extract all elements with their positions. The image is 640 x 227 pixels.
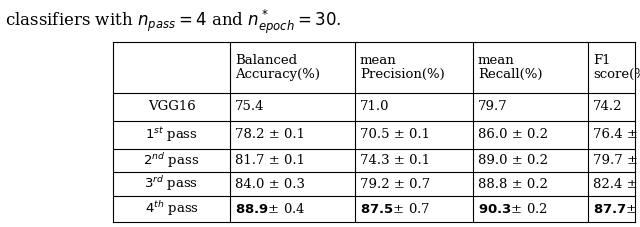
Text: $2^{nd}$ pass: $2^{nd}$ pass bbox=[143, 151, 200, 170]
Text: Accuracy(%): Accuracy(%) bbox=[235, 68, 320, 81]
Text: 70.5 ± 0.1: 70.5 ± 0.1 bbox=[360, 128, 430, 141]
Text: 74.3 ± 0.1: 74.3 ± 0.1 bbox=[360, 154, 430, 167]
Text: $4^{th}$ pass: $4^{th}$ pass bbox=[145, 200, 198, 218]
Text: VGG16: VGG16 bbox=[148, 101, 195, 114]
Text: score(%): score(%) bbox=[593, 68, 640, 81]
Text: 79.7 ± 0.1: 79.7 ± 0.1 bbox=[593, 154, 640, 167]
Text: 86.0 ± 0.2: 86.0 ± 0.2 bbox=[478, 128, 548, 141]
Text: F1: F1 bbox=[593, 54, 611, 67]
Text: Recall(%): Recall(%) bbox=[478, 68, 543, 81]
Text: Balanced: Balanced bbox=[235, 54, 297, 67]
Text: 76.4 ± 0.1: 76.4 ± 0.1 bbox=[593, 128, 640, 141]
Text: $\mathbf{87.7}$± 0.4: $\mathbf{87.7}$± 0.4 bbox=[593, 202, 640, 216]
Text: mean: mean bbox=[360, 54, 397, 67]
Text: 74.2: 74.2 bbox=[593, 101, 623, 114]
Text: 79.2 ± 0.7: 79.2 ± 0.7 bbox=[360, 178, 430, 190]
Text: mean: mean bbox=[478, 54, 515, 67]
Text: 88.8 ± 0.2: 88.8 ± 0.2 bbox=[478, 178, 548, 190]
Text: Precision(%): Precision(%) bbox=[360, 68, 445, 81]
Text: 81.7 ± 0.1: 81.7 ± 0.1 bbox=[235, 154, 305, 167]
Text: 79.7: 79.7 bbox=[478, 101, 508, 114]
Text: classifiers with $n_{pass} = 4$ and $n^*_{epoch} = 30$.: classifiers with $n_{pass} = 4$ and $n^*… bbox=[5, 8, 342, 36]
Text: $1^{st}$ pass: $1^{st}$ pass bbox=[145, 126, 198, 144]
Text: 75.4: 75.4 bbox=[235, 101, 264, 114]
Text: 84.0 ± 0.3: 84.0 ± 0.3 bbox=[235, 178, 305, 190]
Text: 89.0 ± 0.2: 89.0 ± 0.2 bbox=[478, 154, 548, 167]
Text: 78.2 ± 0.1: 78.2 ± 0.1 bbox=[235, 128, 305, 141]
Text: $3^{rd}$ pass: $3^{rd}$ pass bbox=[145, 175, 198, 193]
Text: $\mathbf{88.9}$± 0.4: $\mathbf{88.9}$± 0.4 bbox=[235, 202, 305, 216]
Text: $\mathbf{87.5}$± 0.7: $\mathbf{87.5}$± 0.7 bbox=[360, 202, 430, 216]
Text: 71.0: 71.0 bbox=[360, 101, 390, 114]
Text: 82.4 ± 0.4: 82.4 ± 0.4 bbox=[593, 178, 640, 190]
Text: $\mathbf{90.3}$± 0.2: $\mathbf{90.3}$± 0.2 bbox=[478, 202, 547, 216]
